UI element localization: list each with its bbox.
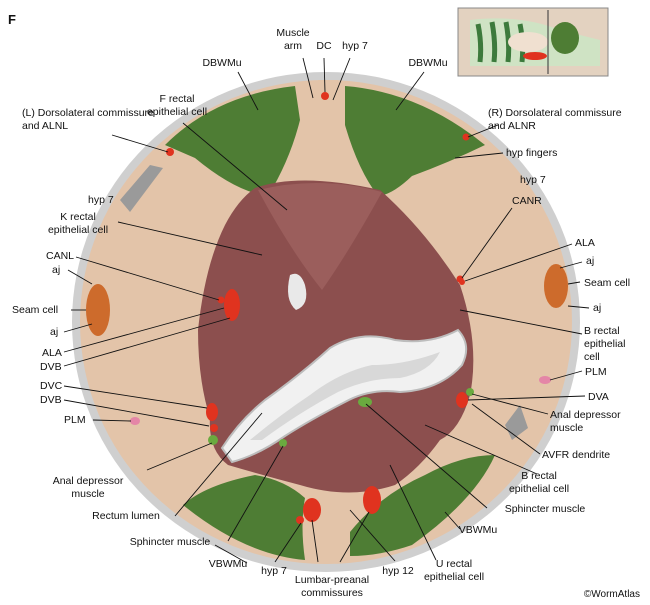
panel-letter: F — [8, 12, 16, 27]
inclusion — [288, 273, 307, 310]
label-hyp7-right: hyp 7 — [520, 174, 546, 186]
label-f-rectal-2: epithelial cell — [147, 106, 207, 118]
right-gray-wedge — [505, 405, 528, 440]
label-vbwmu-left: VBWMu — [209, 558, 248, 570]
lumbar-commissure-left — [303, 498, 321, 522]
anal-depressor-right — [466, 388, 474, 396]
label-avfr: AVFR dendrite — [542, 449, 610, 461]
label-dbwmu-right: DBWMu — [408, 57, 447, 69]
label-b-rectal-right-1: B rectal — [584, 325, 620, 337]
dvc-neuron — [206, 403, 218, 421]
plm-right-neuron — [539, 376, 551, 384]
label-b-rectal-bottom-2: epithelial cell — [509, 483, 569, 495]
label-lumbar-1: Lumbar-preanal — [295, 574, 369, 586]
label-hyp12: hyp 12 — [382, 565, 414, 577]
label-ala-right: ALA — [575, 237, 595, 249]
dbwmu-left-muscle — [165, 86, 300, 196]
label-lumbar-2: commissures — [301, 587, 363, 599]
label-l-dorsolateral-1: (L) Dorsolateral commissure — [22, 107, 154, 119]
label-anal-dep-right-2: muscle — [550, 422, 583, 434]
label-k-rectal-2: epithelial cell — [48, 224, 108, 236]
label-sphincter-right: Sphincter muscle — [505, 503, 586, 515]
label-anal-dep-right-1: Anal depressor — [550, 409, 621, 421]
label-vbwmu-right: VBWMu — [459, 524, 498, 536]
seam-cell-left — [86, 284, 110, 336]
label-l-dorsolateral-2: and ALNL — [22, 120, 68, 132]
dva-neuron — [456, 392, 468, 408]
l-dorsolateral-neuron — [166, 148, 174, 156]
ala-left-neuron — [224, 289, 240, 321]
orientation-inset — [457, 7, 609, 77]
label-u-rectal-1: U rectal — [436, 558, 472, 570]
credit: ©WormAtlas — [584, 589, 640, 600]
r-dorsolateral-neuron — [462, 133, 470, 141]
label-plm-left: PLM — [64, 414, 86, 426]
label-canl: CANL — [46, 250, 74, 262]
label-aj-left-top: aj — [52, 264, 60, 276]
label-r-dorsolateral-1: (R) Dorsolateral commissure — [488, 107, 622, 119]
label-aj-left-bottom: aj — [50, 326, 58, 338]
label-dva: DVA — [588, 391, 609, 403]
label-dvb-bottom: DVB — [40, 394, 62, 406]
label-muscle-arm-2: arm — [284, 40, 302, 52]
label-b-rectal-bottom-1: B rectal — [521, 470, 557, 482]
anal-depressor-left — [208, 435, 218, 445]
label-b-rectal-right-3: cell — [584, 351, 600, 363]
label-dc: DC — [316, 40, 332, 52]
label-rectum-lumen: Rectum lumen — [92, 510, 160, 522]
label-anal-dep-left-2: muscle — [71, 488, 104, 500]
dbwmu-right-muscle — [345, 86, 485, 196]
label-hyp7-left: hyp 7 — [88, 194, 114, 206]
lumbar-commissure-right — [363, 486, 381, 514]
label-dbwmu-left: DBWMu — [202, 57, 241, 69]
label-k-rectal-1: K rectal — [60, 211, 96, 223]
label-u-rectal-2: epithelial cell — [424, 571, 484, 583]
sphincter-right-dot — [358, 397, 372, 407]
vbwmu-right-muscle — [350, 455, 495, 556]
dc-neuron — [321, 92, 329, 100]
label-aj-right-bottom: aj — [593, 302, 601, 314]
label-f-rectal-1: F rectal — [159, 93, 194, 105]
label-seam-left: Seam cell — [12, 304, 58, 316]
dvb-neuron — [210, 424, 218, 432]
label-dvb-top: DVB — [40, 361, 62, 373]
label-sphincter-left: Sphincter muscle — [130, 536, 211, 548]
seam-cell-right — [544, 264, 568, 308]
label-r-dorsolateral-2: and ALNR — [488, 120, 536, 132]
label-ala-left: ALA — [42, 347, 62, 359]
vbwmu-left-muscle — [183, 475, 305, 560]
label-dvc: DVC — [40, 380, 63, 392]
ala-right-neuron — [459, 279, 465, 285]
hyp7-bottom-neuron — [296, 516, 304, 524]
label-aj-right-top: aj — [586, 255, 594, 267]
label-seam-right: Seam cell — [584, 277, 630, 289]
label-anal-dep-left-1: Anal depressor — [53, 475, 124, 487]
label-b-rectal-right-2: epithelial — [584, 338, 625, 350]
sphincter-left-dot — [279, 439, 287, 447]
label-muscle-arm-1: Muscle — [276, 27, 309, 39]
label-canr: CANR — [512, 195, 542, 207]
plm-left-neuron — [130, 417, 140, 425]
label-plm-right: PLM — [585, 366, 607, 378]
leader-lines — [63, 57, 590, 564]
left-gray-wedge — [120, 165, 163, 212]
canl-neuron — [217, 296, 225, 304]
label-hyp7-bottom: hyp 7 — [261, 565, 287, 577]
f-rectal-cell — [258, 182, 382, 290]
label-hyp7-top: hyp 7 — [342, 40, 368, 52]
label-hyp-fingers: hyp fingers — [506, 147, 557, 159]
rectum-lumen-inner — [250, 352, 440, 440]
